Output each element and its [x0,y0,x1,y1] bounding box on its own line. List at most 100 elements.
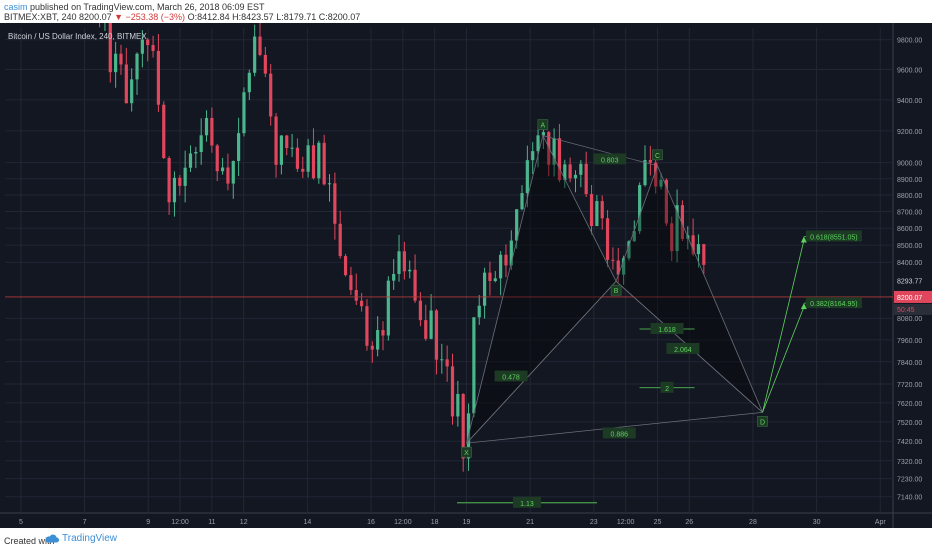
ratio-label: 1.618 [658,327,676,334]
pattern-point-box [461,446,472,458]
target-arrow-head [800,236,807,243]
candle-body [557,138,562,181]
candle-body [114,53,118,73]
candle-body [263,54,267,74]
candle-body [493,278,497,282]
candle-body [670,223,674,252]
candle-body [622,258,626,275]
candle-body [515,209,519,241]
candle-body [269,73,273,117]
candle-body [402,251,406,272]
y-tick-label: 7620.00 [897,401,922,408]
target-label: 0.382(8164.95) [810,301,857,308]
candle-body [450,366,455,417]
pattern-point-label: A [541,123,546,130]
y-tick-label: 8700.00 [897,210,922,217]
y-tick-label: 7320.00 [897,459,922,466]
x-tick-label: 12 [240,519,248,526]
open-value: O:8412.84 [187,12,230,22]
candle-body [488,272,492,282]
candle-body [354,290,358,301]
y-tick-label: 7840.00 [897,360,922,367]
target-arrow-head [800,303,807,310]
low-value: L:8179.71 [276,12,317,22]
candle-body [333,183,337,224]
candle-body [397,251,401,274]
pattern-point-label: C [655,153,660,160]
candle-body [322,142,326,185]
candle-body [424,320,428,339]
ratio-label: 2.064 [674,347,692,354]
pattern-point-box [537,119,549,130]
author-link[interactable]: casim [4,2,28,12]
candle-body [119,53,123,65]
candle-body [360,300,364,307]
candle-body [531,151,535,161]
pattern-connector [466,280,617,444]
candle-body [573,174,578,179]
ratio-label-box [512,496,541,508]
target-arrow-line [762,307,805,413]
candle-body [311,145,316,179]
countdown-tag [894,303,932,315]
countdown-value: 50:45 [897,307,915,314]
chart-background [0,23,932,528]
ratio-label-box [602,427,636,439]
candle-body [130,79,134,104]
candle-body [247,72,251,93]
target-label-box [805,230,862,242]
candle-body [183,167,187,186]
x-tick-label: 7 [83,519,87,526]
candle-body [290,147,294,149]
candle-body [509,240,513,266]
chart-title: Bitcoin / US Dollar Index, 240, BITMEX [8,32,147,41]
y-tick-label: 8900.00 [897,177,922,184]
candle-body [680,205,685,239]
ratio-label: 0.803 [601,157,619,164]
candle-body [376,330,380,350]
current-price-tag [894,290,932,303]
x-tick-label: 21 [526,519,534,526]
symbol-label: BITMEX:XBT, 240 [4,12,77,22]
candle-body [338,223,342,257]
candle-body [237,133,241,161]
y-tick-label: 9400.00 [897,98,922,105]
candle-body [648,159,652,163]
tradingview-logo[interactable]: TradingView [45,533,117,544]
candle-body [365,306,369,346]
y-tick-label: 9200.00 [897,129,922,136]
x-tick-label: Apr [875,519,887,526]
y-tick-label: 9000.00 [897,161,922,168]
ratio-label: 0.478 [502,375,520,382]
pattern-point-label: B [614,288,619,295]
candle-body [434,310,439,360]
candle-body [579,163,583,175]
candle-body [210,117,214,146]
candle-body [595,201,599,227]
pattern-point-label: X [464,450,469,457]
close-value: C:8200.07 [318,12,361,22]
candle-body [151,45,155,51]
price-chart[interactable]: 9800.00 9600.00 9400.00 9200.00 9000.00 8900.… [0,23,932,528]
candle-body [146,39,150,46]
candle-body [242,92,246,134]
ratio-label: 0.886 [611,431,629,438]
x-tick-label: 12:00 [171,519,189,526]
candle-body [696,244,701,255]
candle-body [632,231,636,242]
candle-body [327,183,332,185]
ratio-label-box [660,381,674,393]
candle-body [194,152,198,154]
x-tick-label: 28 [749,519,757,526]
candle-body [349,275,353,291]
y-tick-label: 9800.00 [897,38,922,45]
x-tick-label: 16 [367,519,375,526]
candle-body [627,241,631,259]
pattern-point-box [757,416,768,427]
x-tick-label: 14 [303,519,311,526]
chart-header: casim published on TradingView.com, Marc… [0,0,932,23]
y-tick-label: 7140.00 [897,495,922,502]
candle-body [392,273,396,281]
candle-body [445,359,449,367]
candle-body [638,185,642,232]
